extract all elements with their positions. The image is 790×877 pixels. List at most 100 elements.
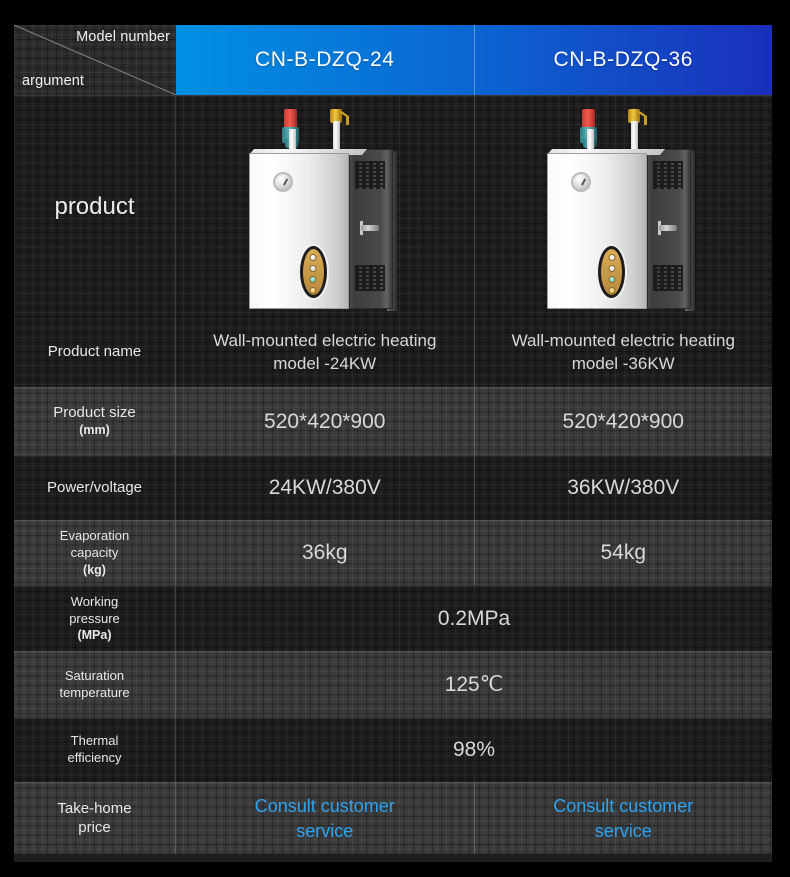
- table-row: Thermal efficiency 98%: [14, 717, 772, 782]
- boiler-illustration-2: [547, 107, 699, 312]
- cell-value: 0.2MPa: [437, 606, 511, 630]
- row-label: Evaporation capacity (kg): [59, 528, 130, 577]
- row-label-product: product: [14, 96, 176, 318]
- cell-value: 36KW/380V: [567, 476, 680, 499]
- left-pipe: [288, 129, 296, 155]
- row-label: Product name: [47, 343, 142, 361]
- control-button-2-icon: [608, 265, 616, 272]
- table-row: Power/voltage 24KW/380V 36KW/380V: [14, 455, 772, 520]
- column-header-model-1[interactable]: CN-B-DZQ-24: [176, 25, 475, 95]
- vent-grill-bottom-icon: [354, 265, 385, 291]
- control-button-3-icon: [608, 276, 616, 283]
- control-button-1-icon: [309, 254, 317, 261]
- value-cell-1: 24KW/380V: [176, 456, 475, 520]
- control-button-4-icon: [608, 287, 616, 294]
- boiler-body: [248, 149, 399, 311]
- comparison-table: Model number argument CN-B-DZQ-24 CN-B-D…: [14, 25, 772, 862]
- value-cell-1: Wall-mounted electric heating model -24K…: [176, 318, 475, 387]
- table-header-row: Model number argument CN-B-DZQ-24 CN-B-D…: [14, 25, 772, 95]
- vent-grill-top-icon: [354, 161, 385, 189]
- boiler-front-panel: [547, 153, 648, 309]
- corner-label-argument: argument: [22, 73, 85, 89]
- value-cell-2: 36KW/380V: [475, 456, 773, 520]
- control-panel: [598, 246, 626, 298]
- table-row: Working pressure (MPa) 0.2MPa: [14, 585, 772, 651]
- model-header-band: CN-B-DZQ-24 CN-B-DZQ-36: [176, 25, 772, 95]
- table-row: Product size (mm) 520*420*900 520*420*900: [14, 387, 772, 455]
- door-latch-icon: [360, 225, 379, 231]
- red-valve-icon: [283, 109, 297, 129]
- brass-valve-icon: [329, 109, 342, 123]
- row-label-cell: Thermal efficiency: [14, 718, 176, 782]
- left-pipe: [587, 129, 595, 155]
- product-image-cell-2: [475, 96, 773, 318]
- vent-grill-top-icon: [653, 161, 684, 189]
- value-cell-2: Wall-mounted electric heating model -36K…: [475, 318, 773, 387]
- table-row: Take-home price Consult customer service C…: [14, 782, 772, 854]
- boiler-illustration-1: [248, 107, 401, 312]
- cell-value: 54kg: [600, 541, 647, 564]
- table-row: Evaporation capacity (kg) 36kg 54kg: [14, 520, 772, 585]
- vent-grill-bottom-icon: [653, 265, 684, 291]
- right-pipe: [332, 121, 340, 155]
- consult-service-link[interactable]: Consult customer service: [254, 796, 395, 841]
- cell-value: Wall-mounted electric heating model -24K…: [213, 331, 437, 373]
- value-cell-merged: 0.2MPa: [176, 586, 772, 651]
- right-pipe: [631, 121, 639, 155]
- row-label-unit: (MPa): [77, 628, 112, 643]
- row-label-cell: Product name: [14, 318, 176, 387]
- row-label: Take-home price: [57, 799, 132, 836]
- row-label-cell: Saturation temperature: [14, 652, 176, 717]
- row-label-cell: Working pressure (MPa): [14, 586, 176, 651]
- brass-valve-stem-icon: [644, 116, 648, 125]
- cell-value: 24KW/380V: [268, 476, 381, 499]
- control-button-1-icon: [608, 254, 616, 261]
- cell-value: 125℃: [444, 673, 504, 696]
- row-label: Product size (mm): [53, 404, 136, 438]
- pressure-gauge-icon: [571, 172, 592, 192]
- value-cell-merged: 98%: [176, 718, 772, 782]
- product-image-row: product: [14, 95, 772, 318]
- spec-rows-container: Product name Wall-mounted electric heatin…: [14, 318, 772, 854]
- value-cell-2: 54kg: [475, 521, 773, 585]
- control-button-4-icon: [309, 287, 317, 294]
- cell-value: 98%: [452, 738, 496, 761]
- brass-valve-icon: [628, 109, 641, 123]
- cell-value: 36kg: [301, 541, 348, 564]
- value-cell-1: 520*420*900: [176, 388, 475, 455]
- control-button-2-icon: [309, 265, 317, 272]
- control-button-3-icon: [309, 276, 317, 283]
- value-cell-2: 520*420*900: [475, 388, 773, 455]
- cell-value: 520*420*900: [562, 409, 684, 433]
- door-latch-icon: [659, 225, 678, 231]
- red-valve-icon: [582, 109, 596, 129]
- table-row: Saturation temperature 125℃: [14, 651, 772, 717]
- column-header-model-2[interactable]: CN-B-DZQ-36: [553, 48, 694, 71]
- row-label: Thermal efficiency: [67, 733, 122, 765]
- row-label-cell: Power/voltage: [14, 456, 176, 520]
- control-panel: [299, 246, 327, 298]
- corner-label-model-number: Model number: [76, 29, 170, 45]
- diagonal-divider-icon: [14, 25, 176, 95]
- corner-cell: Model number argument: [14, 25, 176, 95]
- pressure-gauge-icon: [272, 172, 293, 192]
- row-label-cell: Take-home price: [14, 783, 176, 854]
- product-image-cell-1: [176, 96, 475, 318]
- value-cell-2[interactable]: Consult customer service: [475, 783, 773, 854]
- row-label-cell: Product size (mm): [14, 388, 176, 455]
- brass-valve-stem-icon: [345, 116, 349, 125]
- value-cell-1[interactable]: Consult customer service: [176, 783, 475, 854]
- cell-value: Wall-mounted electric heating model -36K…: [511, 331, 735, 373]
- cell-value: 520*420*900: [264, 409, 386, 433]
- consult-service-link[interactable]: Consult customer service: [553, 796, 694, 841]
- value-cell-merged: 125℃: [176, 652, 772, 717]
- row-label: Working pressure (MPa): [69, 593, 120, 643]
- boiler-front-panel: [248, 153, 349, 309]
- row-label-unit: (mm): [79, 423, 110, 438]
- row-label: Power/voltage: [46, 478, 143, 496]
- boiler-body: [547, 149, 697, 311]
- row-label-unit: (kg): [83, 562, 106, 577]
- row-label-cell: Evaporation capacity (kg): [14, 521, 176, 585]
- row-label: Saturation temperature: [59, 667, 130, 700]
